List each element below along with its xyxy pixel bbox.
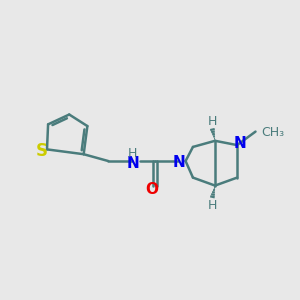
Text: S: S <box>36 142 48 160</box>
Text: H: H <box>128 147 137 160</box>
Text: N: N <box>172 155 185 170</box>
Text: N: N <box>233 136 246 151</box>
Text: O: O <box>145 182 158 197</box>
Text: CH₃: CH₃ <box>262 126 285 139</box>
Text: H: H <box>207 115 217 128</box>
Text: H: H <box>207 199 217 212</box>
Text: N: N <box>126 156 139 171</box>
